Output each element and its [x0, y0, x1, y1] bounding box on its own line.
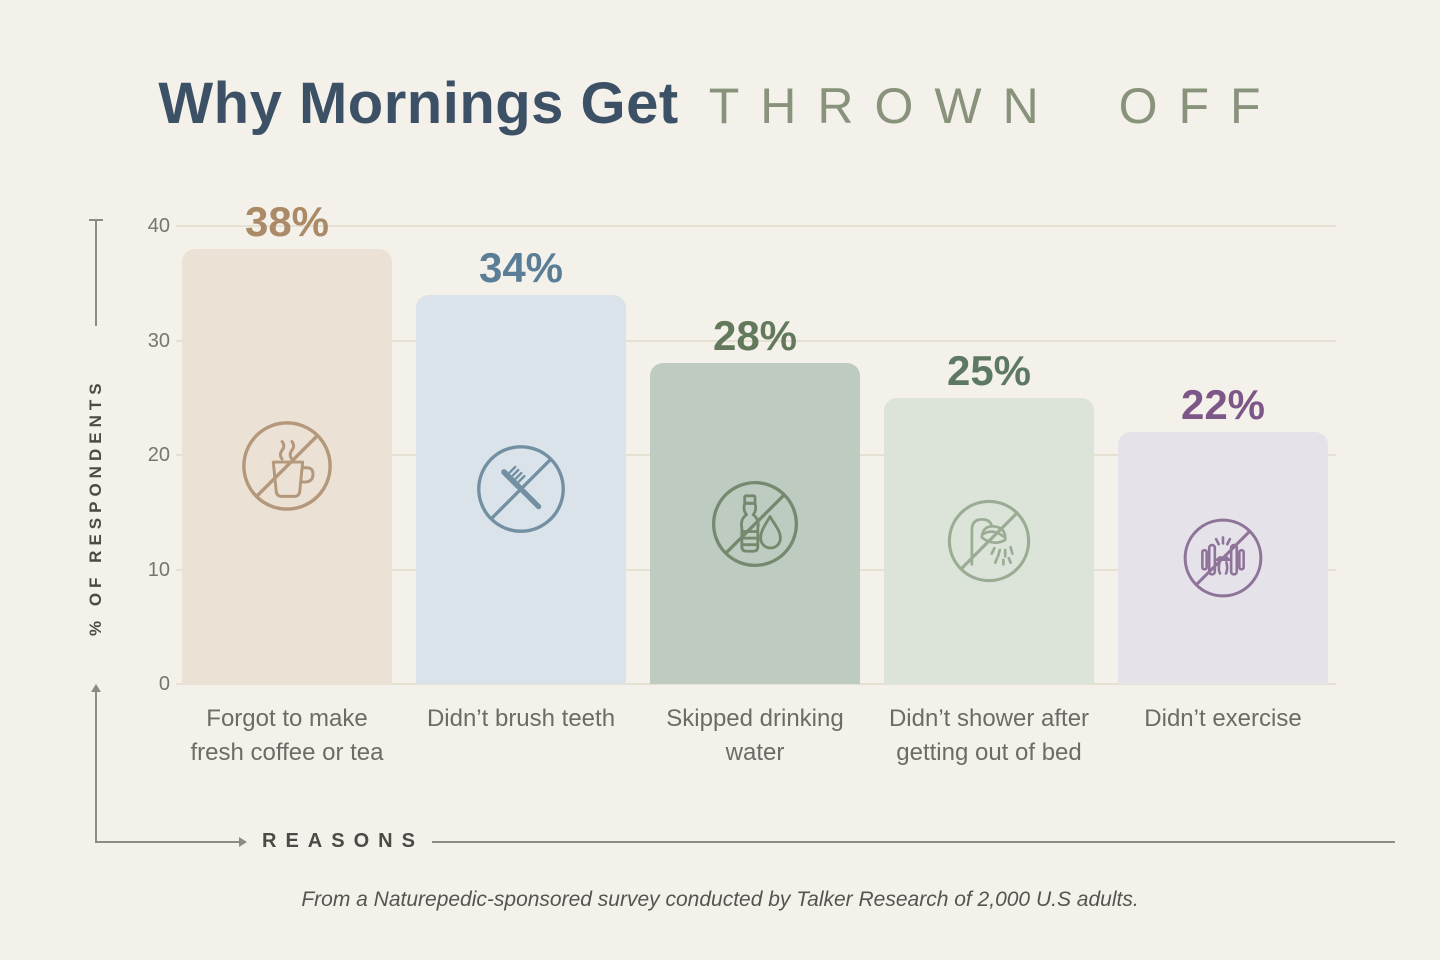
bar-group: 28%: [650, 226, 860, 684]
y-axis-upper-line: [95, 220, 97, 326]
bar: [884, 397, 1094, 684]
bar-value-label: 22%: [1180, 381, 1266, 429]
x-axis-long-line: [432, 841, 1395, 843]
gridline: [176, 225, 1336, 227]
y-tick-label: 40: [147, 215, 170, 237]
y-axis-lower-line: [95, 691, 97, 842]
x-axis-title: REASONS: [262, 830, 424, 852]
y-axis-arrow-icon: [91, 684, 101, 692]
y-tick-label: 10: [147, 558, 170, 581]
category-label: Didn’t brush teeth: [426, 705, 616, 732]
bar: [1118, 432, 1328, 684]
no-exercise-icon: [1180, 515, 1266, 601]
category-label: Forgot to make fresh coffee or tea: [190, 705, 384, 766]
bar-group: 22%: [1118, 226, 1328, 684]
source-note: From a Naturepedic-sponsored survey cond…: [301, 888, 1139, 911]
no-shower-icon: [944, 496, 1034, 586]
no-coffee-icon: [238, 417, 336, 515]
y-tick-label: 30: [147, 329, 170, 352]
category-label: Didn’t shower after getting out of bed: [888, 705, 1090, 766]
x-axis-arrow-icon: [239, 837, 247, 847]
category-labels: Forgot to make fresh coffee or tea Didn’t…: [182, 702, 1328, 769]
y-axis-title: % OF RESPONDENTS: [86, 378, 105, 636]
bar: [650, 363, 860, 684]
x-axis-corner-line: [95, 841, 239, 843]
page-title-accent: THROWN OFF: [708, 78, 1282, 134]
gridline: [176, 339, 1336, 342]
bar-value-label: 28%: [712, 312, 798, 360]
y-tick-label: 0: [158, 673, 170, 695]
bar-value-label: 25%: [946, 346, 1032, 394]
category-label: Skipped drinking water: [666, 705, 844, 766]
bar: [416, 294, 626, 684]
bar-group: 25%: [884, 226, 1094, 684]
page-title: Why Mornings Get THROWN OFF: [0, 70, 1440, 137]
category-label: Didn’t exercise: [1144, 705, 1302, 732]
bar-chart: 38% 34% 28% 25% 22%: [182, 200, 1328, 684]
page-title-main: Why Mornings Get: [158, 71, 679, 136]
no-toothbrush-icon: [473, 441, 569, 537]
gridline: [176, 683, 1336, 685]
y-tick-label: 20: [147, 444, 170, 466]
bar-value-label: 38%: [244, 197, 330, 245]
bar-group: 34%: [416, 226, 626, 684]
bar-group: 38%: [182, 200, 392, 684]
bar-value-label: 34%: [478, 243, 564, 291]
bar: [182, 248, 392, 684]
no-water-icon: [708, 477, 802, 571]
